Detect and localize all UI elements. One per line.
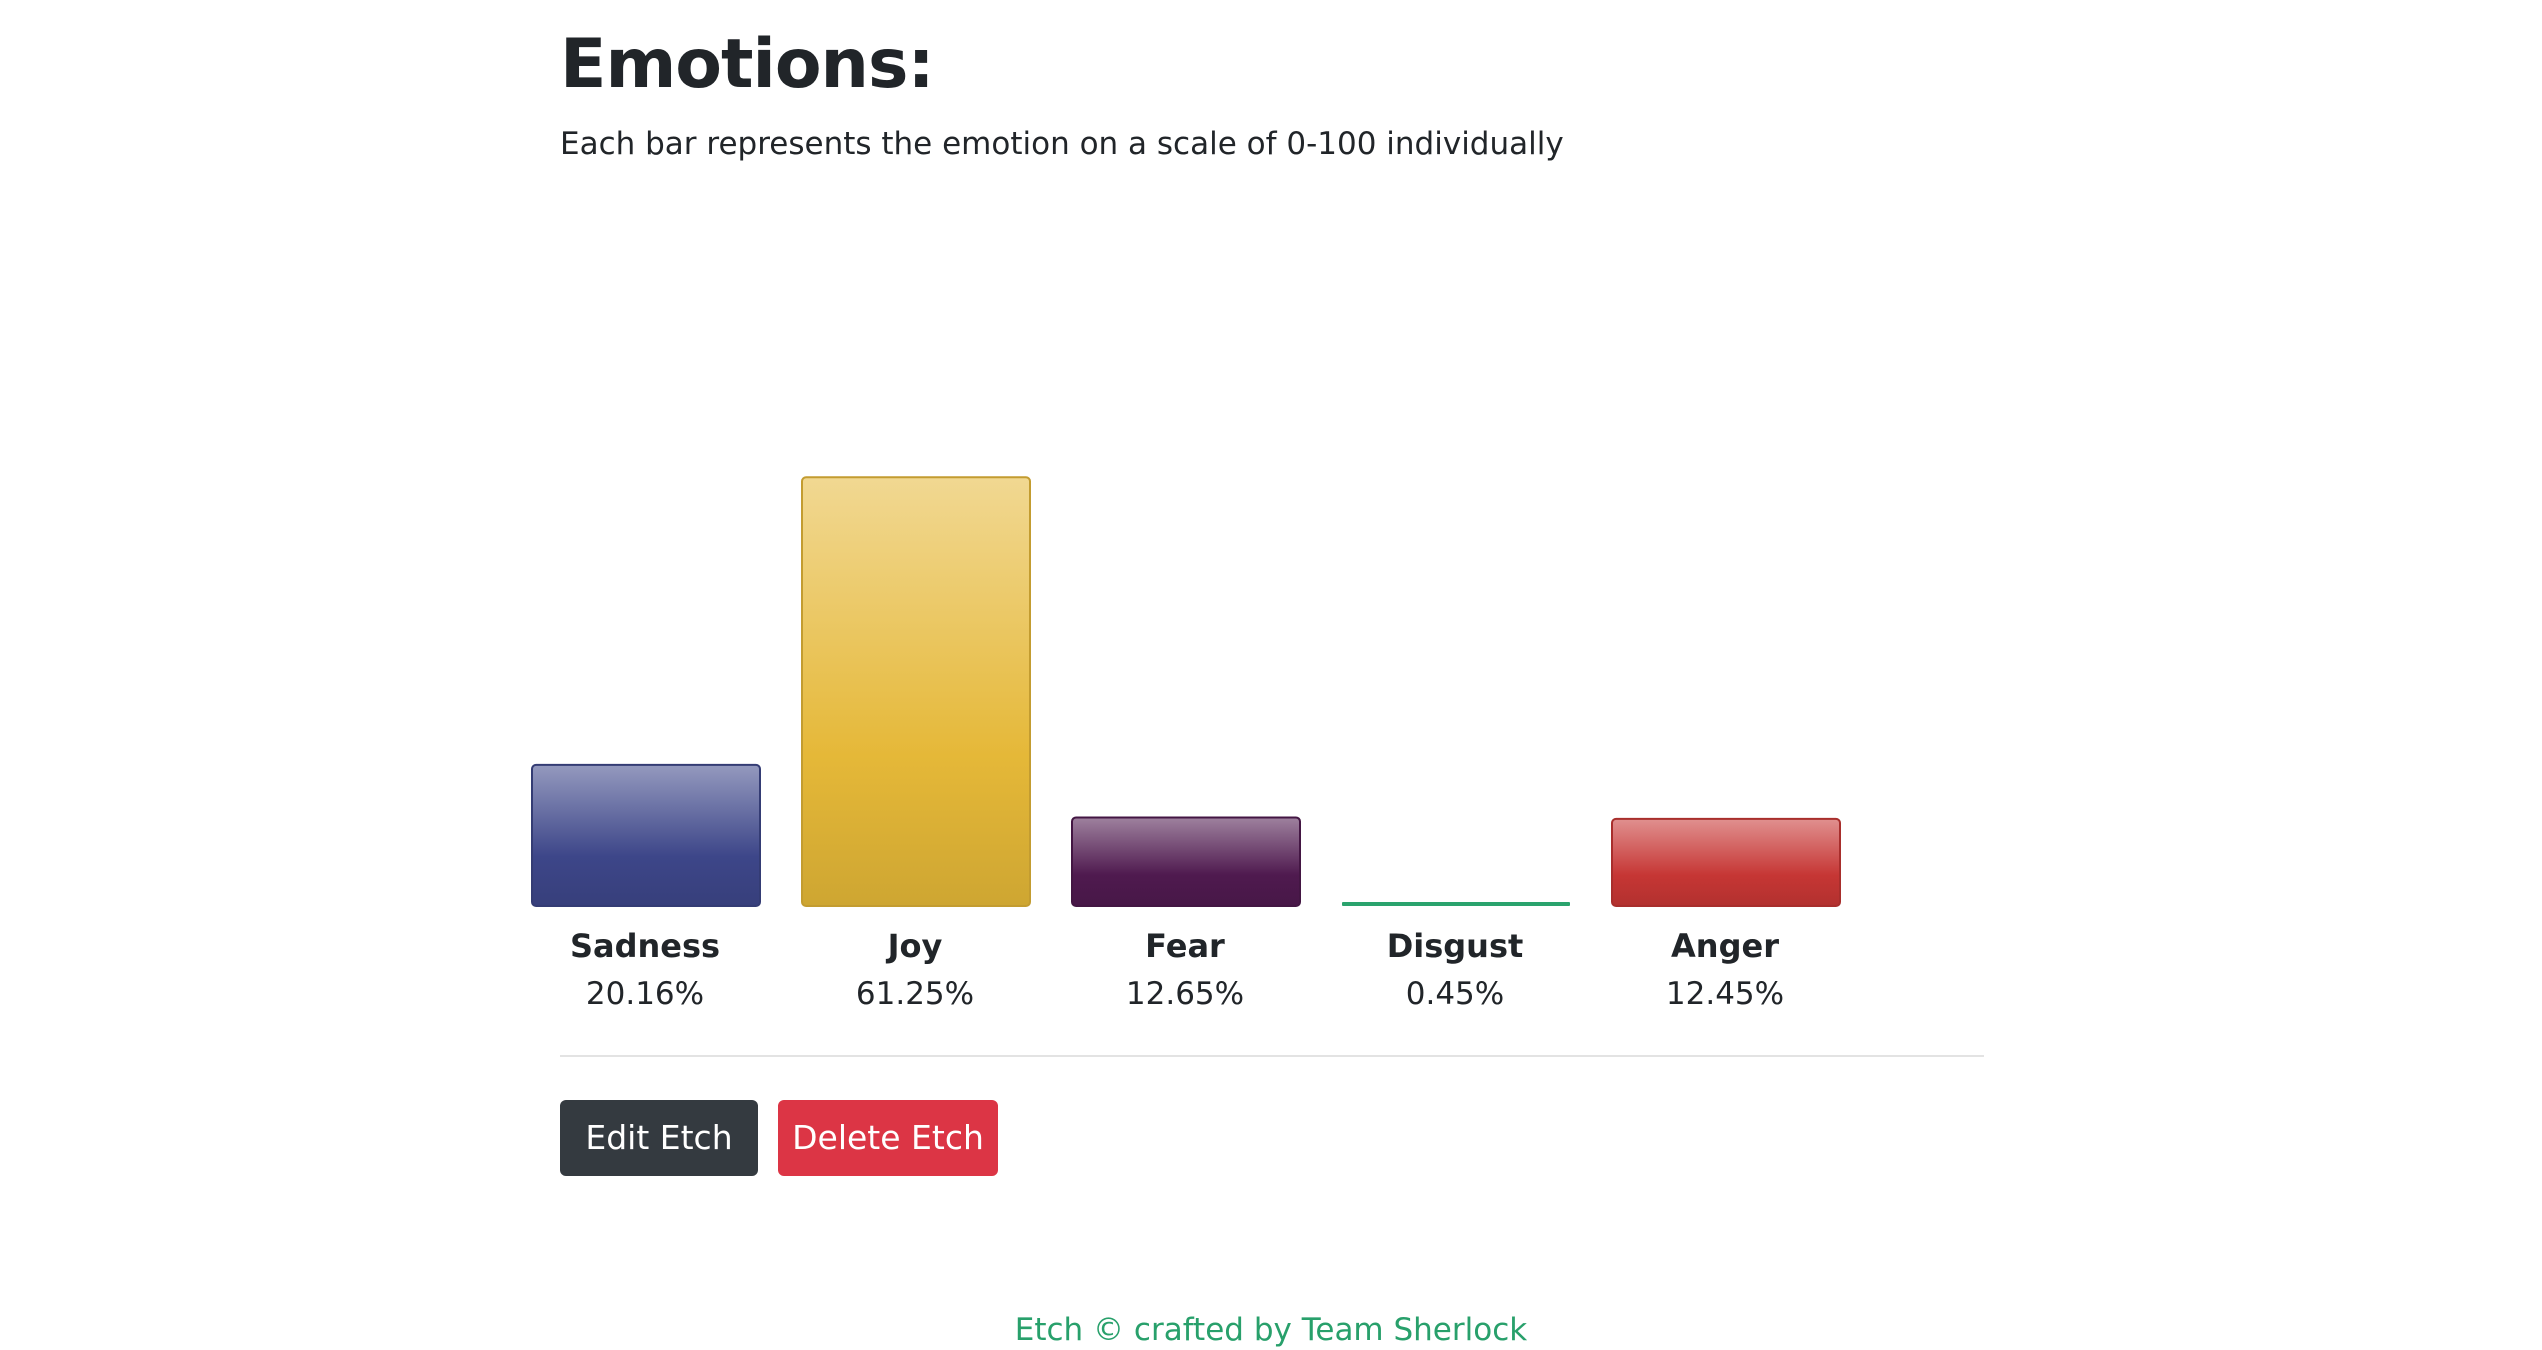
bars-group: [531, 476, 1841, 908]
value-label-disgust: 0.45%: [1405, 976, 1505, 1012]
bar-fear: [1071, 816, 1301, 908]
value-label-sadness: 20.16%: [585, 976, 705, 1012]
chart-subtitle: Each bar represents the emotion on a sca…: [560, 126, 1564, 162]
category-label-joy: Joy: [887, 927, 943, 965]
delete-etch-button[interactable]: Delete Etch: [778, 1100, 998, 1176]
edit-etch-button[interactable]: Edit Etch: [560, 1100, 758, 1176]
category-label-disgust: Disgust: [1386, 927, 1524, 965]
bar-disgust: [1342, 902, 1570, 906]
emotion-bar-chart: Sadness 20.16% Joy 61.25% Fear 12.65% Disgust 0…: [500, 400, 1900, 1020]
bar-sadness: [531, 763, 761, 907]
value-label-joy: 61.25%: [855, 976, 975, 1012]
value-label-fear: 12.65%: [1125, 976, 1245, 1012]
category-label-sadness: Sadness: [569, 927, 721, 965]
category-label-anger: Anger: [1671, 927, 1779, 965]
bar-anger: [1611, 817, 1841, 908]
section-divider: [560, 1055, 1984, 1057]
bar-joy: [801, 476, 1031, 907]
value-label-anger: 12.45%: [1665, 976, 1785, 1012]
category-label-fear: Fear: [1145, 927, 1225, 965]
footer-credit: Etch © crafted by Team Sherlock: [1014, 1312, 1528, 1348]
chart-canvas: [531, 476, 1841, 908]
page-title: Emotions:: [560, 25, 935, 104]
